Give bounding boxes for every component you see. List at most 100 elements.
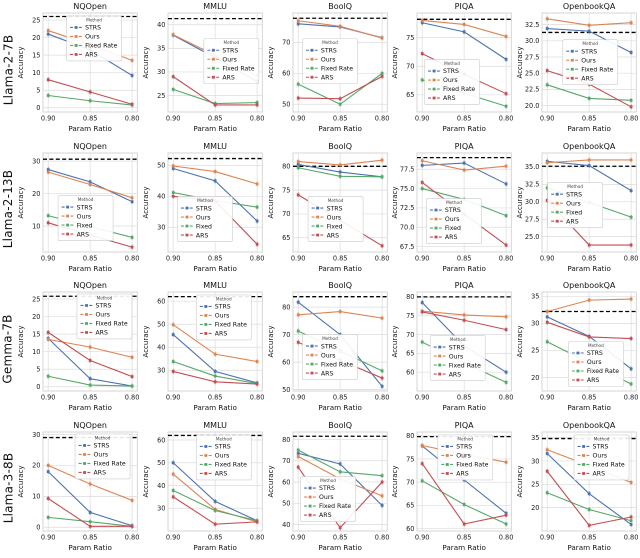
svg-text:60: 60 xyxy=(157,298,165,306)
chart-title: BoolQ xyxy=(328,2,352,11)
svg-text:30: 30 xyxy=(157,223,165,231)
legend-title: Method xyxy=(588,343,604,348)
y-axis-label: Accuracy xyxy=(142,326,150,358)
subplot-llama-2-7b-openbookqa: 20.0 22.5 25.0 27.5 30.0 32.5 0.90 0.85 0.80 Open… xyxy=(515,0,640,140)
axes: 40 50 60 70 80 0.90 0.85 0.80 xyxy=(282,431,389,541)
y-axis-label: Accuracy xyxy=(142,186,150,218)
legend: Method STRS Ours Fixed ARS xyxy=(307,195,363,242)
legend-label: Fixed xyxy=(326,223,342,230)
svg-text:0.85: 0.85 xyxy=(208,254,223,262)
svg-text:35: 35 xyxy=(531,293,539,301)
y-axis-label: Accuracy xyxy=(17,47,25,79)
chart-title: MMLU xyxy=(203,142,227,151)
svg-text:0.85: 0.85 xyxy=(582,393,597,401)
y-axis-label: Accuracy xyxy=(142,47,150,79)
svg-text:25: 25 xyxy=(32,295,40,303)
legend-label: Ours xyxy=(94,451,109,458)
legend-label: STRS xyxy=(587,350,603,357)
legend-label: Fixed Rate xyxy=(587,368,619,375)
y-axis-label: Accuracy xyxy=(17,186,25,218)
svg-text:25: 25 xyxy=(531,480,539,488)
svg-text:0.85: 0.85 xyxy=(457,393,472,401)
svg-text:0.85: 0.85 xyxy=(83,533,98,541)
legend-label: Fixed Rate xyxy=(321,361,353,368)
chart-title: NQOpen xyxy=(73,421,107,430)
svg-text:0.80: 0.80 xyxy=(499,254,514,262)
row-label-text: Llama-2-7B xyxy=(1,34,16,106)
svg-text:25.0: 25.0 xyxy=(525,232,540,240)
svg-text:0.90: 0.90 xyxy=(290,254,305,262)
y-axis-label: Accuracy xyxy=(391,47,399,79)
legend: Method STRS Ours Fixed Rate ARS xyxy=(430,335,486,381)
legend-label: ARS xyxy=(566,218,579,225)
series-fixed-rate xyxy=(421,477,508,526)
legend-title: Method xyxy=(320,478,336,483)
legend-label: ARS xyxy=(326,232,339,239)
svg-text:50: 50 xyxy=(282,499,290,507)
y-axis-label: Accuracy xyxy=(267,47,275,79)
svg-text:0.80: 0.80 xyxy=(624,254,639,262)
legend-label: STRS xyxy=(319,485,335,492)
x-axis-label: Param Ratio xyxy=(193,403,237,412)
series-ars xyxy=(46,495,134,529)
svg-text:0.80: 0.80 xyxy=(624,114,639,122)
chart-title: PIQA xyxy=(455,281,474,290)
series-ars xyxy=(421,309,508,333)
legend: Method STRS Ours Fixed Rate ARS xyxy=(573,434,630,480)
svg-text:70: 70 xyxy=(407,478,415,486)
svg-text:0.85: 0.85 xyxy=(83,254,98,262)
svg-text:0.90: 0.90 xyxy=(290,533,305,541)
svg-text:60: 60 xyxy=(407,524,415,532)
svg-text:60: 60 xyxy=(407,368,415,376)
svg-text:65: 65 xyxy=(407,350,415,358)
svg-text:0.85: 0.85 xyxy=(208,393,223,401)
legend: Method STRS Ours Fixed Rate ARS xyxy=(66,15,122,62)
chart-svg: 60 65 70 75 80 0.90 0.85 0.80 PIQA Param Ratio Acc… xyxy=(391,421,513,552)
svg-text:40: 40 xyxy=(157,481,165,489)
legend-label: Fixed Rate xyxy=(321,65,353,72)
svg-text:20: 20 xyxy=(32,313,40,321)
legend-label: STRS xyxy=(581,48,597,55)
y-axis-label: Accuracy xyxy=(142,465,150,497)
x-axis-label: Param Ratio xyxy=(68,263,112,272)
svg-text:60: 60 xyxy=(157,436,165,444)
y-axis-label: Accuracy xyxy=(17,465,25,497)
legend-label: ARS xyxy=(581,75,594,82)
legend-title: Method xyxy=(567,184,583,189)
svg-text:50: 50 xyxy=(282,101,290,109)
svg-text:50: 50 xyxy=(282,386,290,394)
svg-text:75: 75 xyxy=(407,34,415,42)
x-axis-label: Param Ratio xyxy=(443,542,487,551)
legend-label: Fixed Rate xyxy=(94,460,126,467)
legend-title: Method xyxy=(97,295,113,300)
legend-title: Method xyxy=(594,436,610,441)
svg-text:30.0: 30.0 xyxy=(525,37,540,45)
legend: Method STRS Ours Fixed Rate ARS xyxy=(195,294,252,341)
legend-label: ARS xyxy=(95,330,108,337)
svg-text:25: 25 xyxy=(157,92,165,100)
svg-text:65: 65 xyxy=(282,234,290,242)
svg-text:70: 70 xyxy=(282,457,290,465)
series-ars xyxy=(46,329,134,380)
x-axis-label: Param Ratio xyxy=(193,124,237,133)
svg-text:10: 10 xyxy=(32,222,40,230)
legend-label: ARS xyxy=(94,469,107,476)
series-ars xyxy=(171,369,259,387)
series-ours xyxy=(421,18,508,39)
svg-text:27.5: 27.5 xyxy=(525,215,540,223)
chart-svg: 20 25 30 35 0.90 0.85 0.80 OpenbookQA Param Rati… xyxy=(516,281,638,412)
x-axis-label: Param Ratio xyxy=(68,124,112,133)
legend-label: Fixed Rate xyxy=(85,43,117,50)
chart-svg: 25.0 27.5 30.0 32.5 35.0 0.90 0.85 0.80 Openbook… xyxy=(516,142,639,273)
svg-text:0.85: 0.85 xyxy=(457,254,472,262)
svg-text:0.80: 0.80 xyxy=(624,533,639,541)
legend-label: Ours xyxy=(95,312,110,319)
svg-text:0: 0 xyxy=(36,104,40,112)
legend-label: STRS xyxy=(222,47,238,54)
subplot-llama-2-7b-nqopen: 0 5 10 15 20 25 0.90 0.85 0.80 NQOpen Param Ratio A… xyxy=(16,0,141,140)
series-ours xyxy=(171,163,259,186)
svg-text:40: 40 xyxy=(157,21,165,29)
subplot-gemma-7b-openbookqa: 20 25 30 35 0.90 0.85 0.80 OpenbookQA Param Rati… xyxy=(515,279,640,419)
svg-text:32.5: 32.5 xyxy=(525,180,540,188)
subplot-gemma-7b-nqopen: 0 5 10 15 20 25 0.90 0.85 0.80 NQOpen Param Ratio A… xyxy=(16,279,141,419)
